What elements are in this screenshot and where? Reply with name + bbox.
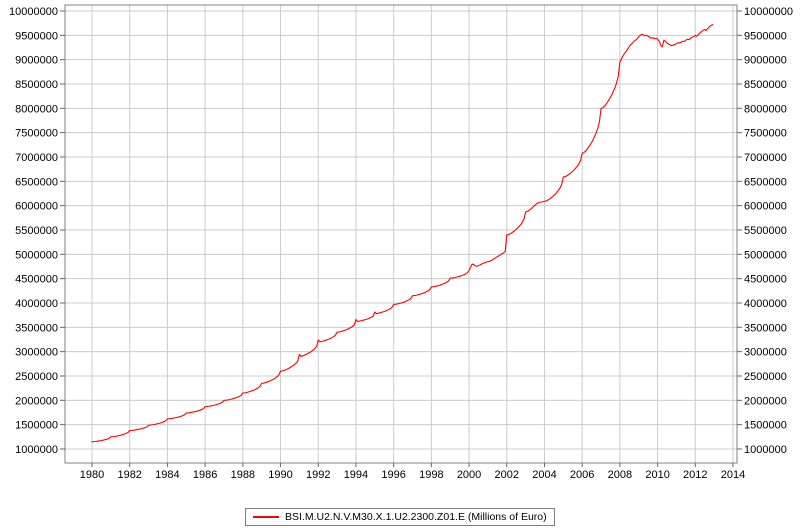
y-axis-label-right: 3500000 <box>744 322 787 334</box>
y-axis-label-left: 7000000 <box>15 152 58 164</box>
y-axis-label-left: 6500000 <box>15 176 58 188</box>
x-axis-label: 2012 <box>683 469 707 481</box>
y-axis-label-right: 5500000 <box>744 225 787 237</box>
y-axis-label-left: 3500000 <box>15 322 58 334</box>
y-axis-label-left: 2500000 <box>15 371 58 383</box>
y-axis-label-left: 1500000 <box>15 420 58 432</box>
x-axis-label: 2014 <box>721 469 745 481</box>
y-axis-label-right: 2500000 <box>744 371 787 383</box>
x-axis-label: 1992 <box>306 469 330 481</box>
y-axis-label-right: 1500000 <box>744 420 787 432</box>
y-axis-label-right: 7000000 <box>744 152 787 164</box>
x-axis-label: 1980 <box>80 469 104 481</box>
y-axis-label-left: 10000000 <box>9 6 58 18</box>
axis-labels: 1000000 1000000 1500000 1500000 2000000 20000… <box>9 6 793 481</box>
x-axis-label: 1986 <box>193 469 217 481</box>
y-axis-label-left: 9000000 <box>15 55 58 67</box>
legend: BSI.M.U2.N.V.M30.X.1.U2.2300.Z01.E (Mill… <box>245 508 555 526</box>
x-axis-label: 1996 <box>381 469 405 481</box>
y-axis-label-right: 6000000 <box>744 201 787 213</box>
x-axis-label: 1984 <box>155 469 179 481</box>
x-axis-label: 1998 <box>419 469 443 481</box>
y-axis-label-left: 2000000 <box>15 395 58 407</box>
y-axis-label-left: 5000000 <box>15 249 58 261</box>
y-axis-label-left: 4500000 <box>15 274 58 286</box>
y-axis-label-right: 9500000 <box>744 30 787 42</box>
y-axis-label-left: 6000000 <box>15 201 58 213</box>
y-axis-label-right: 9000000 <box>744 55 787 67</box>
axis-ticks <box>60 10 742 467</box>
x-axis-label: 2004 <box>532 469 556 481</box>
y-axis-label-right: 5000000 <box>744 249 787 261</box>
x-axis-label: 2000 <box>457 469 481 481</box>
y-axis-label-left: 5500000 <box>15 225 58 237</box>
y-axis-label-left: 1000000 <box>15 444 58 456</box>
x-axis-label: 2006 <box>570 469 594 481</box>
y-axis-label-left: 4000000 <box>15 298 58 310</box>
y-axis-label-right: 8500000 <box>744 79 787 91</box>
gridlines <box>65 5 737 463</box>
plot-border <box>64 4 738 464</box>
y-axis-label-right: 2000000 <box>744 395 787 407</box>
y-axis-label-right: 6500000 <box>744 176 787 188</box>
y-axis-label-right: 8000000 <box>744 103 787 115</box>
y-axis-label-right: 1000000 <box>744 444 787 456</box>
x-axis-label: 1982 <box>117 469 141 481</box>
y-axis-label-right: 10000000 <box>744 6 793 18</box>
y-axis-label-right: 4000000 <box>744 298 787 310</box>
y-axis-label-left: 8000000 <box>15 103 58 115</box>
y-axis-label-left: 8500000 <box>15 79 58 91</box>
data-line <box>91 24 714 443</box>
x-axis-label: 2002 <box>495 469 519 481</box>
x-axis-label: 1990 <box>268 469 292 481</box>
legend-series-label: BSI.M.U2.N.V.M30.X.1.U2.2300.Z01.E (Mill… <box>285 511 547 523</box>
x-axis-label: 2010 <box>645 469 669 481</box>
y-axis-label-left: 3000000 <box>15 347 58 359</box>
y-axis-label-right: 7500000 <box>744 128 787 140</box>
legend-line-sample <box>253 516 279 518</box>
y-axis-label-left: 7500000 <box>15 128 58 140</box>
x-axis-label: 2008 <box>608 469 632 481</box>
x-axis-label: 1988 <box>231 469 255 481</box>
y-axis-label-right: 4500000 <box>744 274 787 286</box>
y-axis-label-right: 3000000 <box>744 347 787 359</box>
y-axis-label-left: 9500000 <box>15 30 58 42</box>
x-axis-label: 1994 <box>344 469 368 481</box>
